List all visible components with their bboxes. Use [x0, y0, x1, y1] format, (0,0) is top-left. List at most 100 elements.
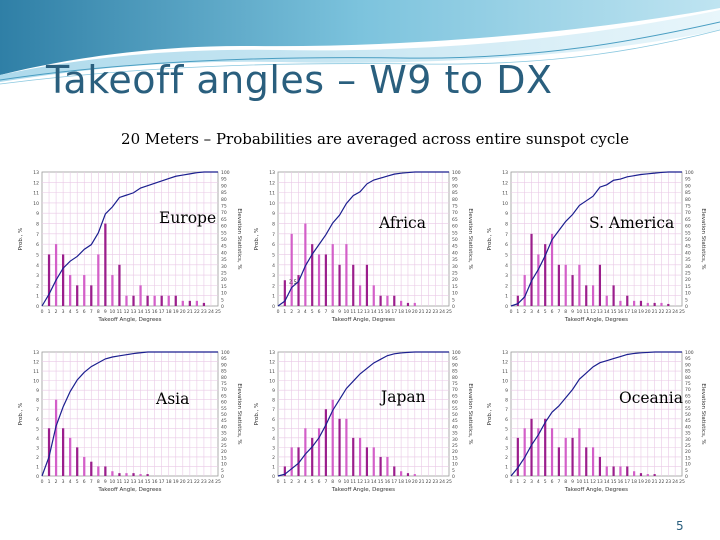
y2-axis-label: Elevation Statistics, % — [700, 208, 706, 269]
y-tick-label: 2 — [36, 455, 39, 461]
x-tick-label: 9 — [571, 309, 574, 315]
x-axis-label: Takeoff Angle, Degrees — [331, 317, 395, 323]
x-tick-label: 11 — [583, 309, 589, 315]
bar — [90, 285, 93, 306]
x-tick-label: 3 — [297, 479, 300, 485]
y2-tick-label: 100 — [685, 170, 694, 176]
x-tick-label: 12 — [357, 309, 363, 315]
y2-tick-label: 85 — [452, 369, 458, 375]
y2-tick-label: 50 — [452, 237, 458, 243]
x-tick-label: 18 — [166, 309, 172, 315]
y-tick-label: 6 — [36, 417, 39, 423]
y2-tick-label: 60 — [221, 400, 227, 406]
x-tick-label: 5 — [544, 479, 547, 485]
y2-tick-label: 20 — [685, 449, 691, 455]
bar — [523, 428, 526, 476]
x-axis-label: Takeoff Angle, Degrees — [97, 487, 161, 493]
y2-tick-label: 85 — [221, 190, 227, 196]
y2-tick-label: 80 — [452, 375, 458, 381]
y2-tick-label: 65 — [452, 217, 458, 223]
y-tick-label: 3 — [272, 445, 275, 451]
y2-tick-label: 55 — [685, 406, 691, 412]
bar — [564, 264, 567, 306]
cumulative-curve — [277, 351, 449, 477]
bar — [139, 285, 142, 306]
y2-tick-label: 70 — [452, 210, 458, 216]
y-tick-label: 5 — [36, 252, 39, 258]
cumulative-curve — [41, 171, 218, 307]
y2-tick-label: 40 — [452, 250, 458, 256]
y2-tick-label: 5 — [221, 468, 224, 474]
y-axis-label: Prob., % — [18, 228, 24, 251]
cumulative-curve — [510, 171, 682, 307]
y-tick-label: 13 — [33, 350, 39, 356]
y2-tick-label: 0 — [452, 474, 455, 480]
bar — [153, 295, 156, 306]
bar — [311, 437, 314, 476]
plot-area — [41, 351, 219, 477]
x-tick-label: 7 — [557, 309, 560, 315]
y2-tick-label: 65 — [221, 217, 227, 223]
chart-asia: 0123456789101112130510152025303540455055… — [18, 350, 242, 493]
bar — [633, 471, 636, 476]
x-tick-label: 9 — [338, 479, 341, 485]
plot-area — [510, 351, 683, 477]
y2-tick-label: 35 — [685, 257, 691, 263]
y2-tick-label: 25 — [452, 271, 458, 277]
y2-tick-label: 55 — [685, 230, 691, 236]
bar — [372, 285, 375, 306]
y2-tick-label: 95 — [452, 356, 458, 362]
x-tick-label: 4 — [537, 479, 540, 485]
y-tick-label: 12 — [502, 180, 508, 186]
cumulative-curve — [41, 351, 218, 477]
x-tick-label: 19 — [405, 479, 411, 485]
bar — [297, 447, 300, 476]
x-tick-label: 21 — [187, 309, 193, 315]
bar — [324, 409, 327, 476]
x-tick-label: 13 — [364, 309, 370, 315]
x-tick-label: 2 — [55, 309, 58, 315]
y-tick-label: 8 — [36, 222, 39, 228]
y-tick-label: 7 — [505, 232, 508, 238]
y2-tick-label: 35 — [452, 431, 458, 437]
y2-tick-label: 0 — [221, 304, 224, 310]
x-tick-label: 21 — [652, 309, 658, 315]
x-tick-label: 8 — [331, 479, 334, 485]
x-tick-label: 6 — [318, 309, 321, 315]
y2-tick-label: 40 — [685, 250, 691, 256]
x-tick-label: 0 — [41, 309, 44, 315]
y-tick-label: 7 — [36, 232, 39, 238]
x-tick-label: 21 — [652, 479, 658, 485]
x-tick-label: 15 — [378, 309, 384, 315]
y2-tick-label: 35 — [221, 257, 227, 263]
bar — [406, 302, 410, 306]
bar — [578, 428, 581, 476]
x-tick-label: 1 — [48, 479, 51, 485]
region-label: S. America — [589, 214, 675, 232]
x-tick-label: 22 — [659, 479, 665, 485]
x-tick-label: 11 — [117, 309, 123, 315]
x-tick-label: 14 — [604, 479, 610, 485]
y-tick-label: 8 — [36, 398, 39, 404]
y2-tick-label: 40 — [452, 424, 458, 430]
x-tick-label: 8 — [97, 479, 100, 485]
y-tick-label: 1 — [36, 464, 39, 470]
x-tick-label: 2 — [55, 479, 58, 485]
y-tick-label: 3 — [36, 273, 39, 279]
bar — [585, 447, 588, 476]
y2-tick-label: 70 — [221, 210, 227, 216]
y2-tick-label: 5 — [221, 297, 224, 303]
x-tick-label: 15 — [145, 479, 151, 485]
bar — [125, 295, 128, 306]
y2-tick-label: 60 — [452, 224, 458, 230]
chart-japan: 0123456789101112130510152025303540455055… — [254, 350, 473, 493]
y-tick-label: 13 — [502, 170, 508, 176]
x-tick-label: 3 — [62, 309, 65, 315]
x-tick-label: 0 — [510, 309, 513, 315]
x-tick-label: 23 — [201, 309, 207, 315]
x-tick-label: 9 — [104, 479, 107, 485]
y2-tick-label: 45 — [685, 244, 691, 250]
bar — [413, 474, 416, 476]
bar — [564, 437, 567, 476]
y2-tick-label: 80 — [452, 197, 458, 203]
